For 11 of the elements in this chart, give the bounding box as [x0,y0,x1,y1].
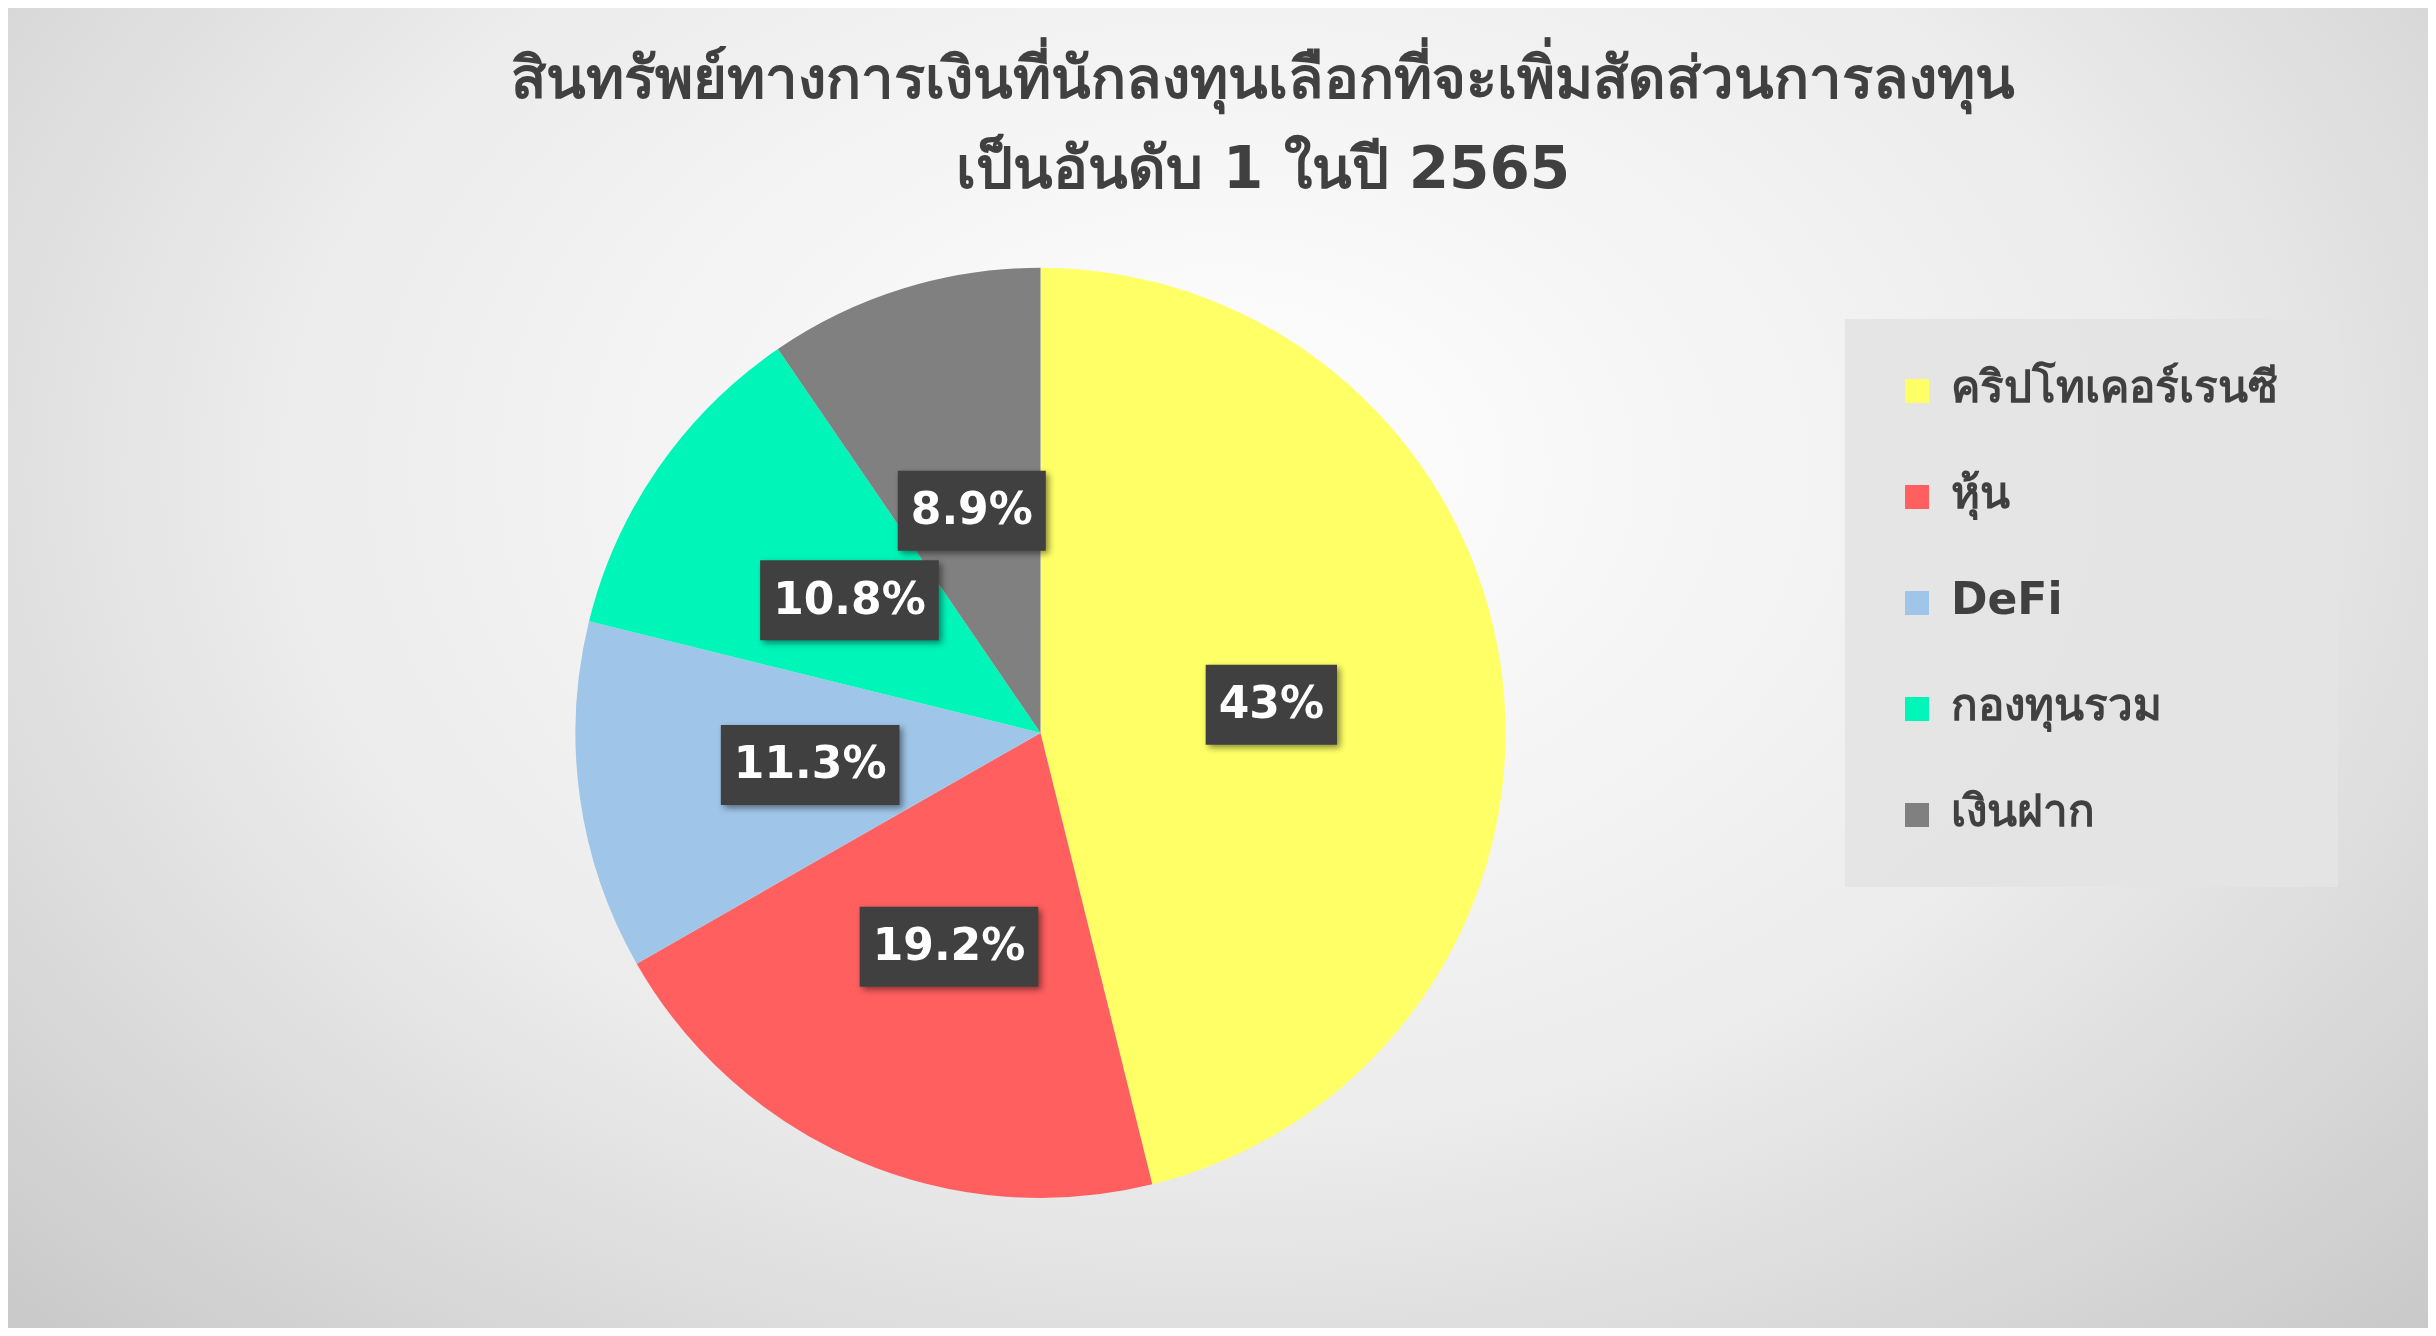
data-label: 8.9% [910,483,1033,535]
legend-label: เงินฝาก [1951,785,2095,837]
data-label: 11.3% [733,737,887,789]
data-label: 43% [1218,677,1324,729]
legend-label: DeFi [1951,573,2063,625]
chart-title: สินทรัพย์ทางการเงินที่นักลงทุนเลือกที่จะเพิ่มสัดส่วนการลงทุน เป็นอันดับ 1 ในปี 2565 [511,37,2015,202]
legend-label: หุ้น [1951,467,2010,522]
data-label: 19.2% [872,919,1026,971]
legend-label: กองทุนรวม [1951,679,2162,734]
data-label: 10.8% [773,572,926,624]
legend-label: คริปโทเคอร์เรนซี [1951,360,2278,413]
